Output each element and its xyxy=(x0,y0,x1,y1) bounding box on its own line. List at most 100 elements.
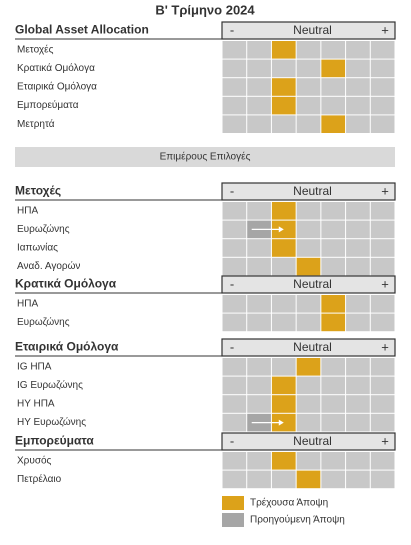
grid-cell xyxy=(247,313,271,332)
grid-cell xyxy=(370,395,395,413)
grid-cell xyxy=(247,376,271,395)
scale-neutral: Neutral xyxy=(293,340,332,354)
scale-header xyxy=(221,275,396,294)
scale-minus: - xyxy=(230,339,234,354)
grid-cell xyxy=(321,413,346,432)
grid-cell xyxy=(296,96,321,115)
grid-cell xyxy=(346,395,370,413)
grid-cell xyxy=(222,41,247,59)
position-cell xyxy=(271,220,296,239)
grid-cell xyxy=(321,470,346,489)
grid-cell xyxy=(296,220,321,239)
grid-cell xyxy=(321,239,346,257)
grid-cell xyxy=(247,257,271,276)
grid-cell xyxy=(370,239,395,257)
grid-cell xyxy=(296,115,321,133)
row-label: Μετοχές xyxy=(17,43,54,55)
grid-cell xyxy=(321,96,346,115)
grid-cell xyxy=(296,313,321,332)
grid-cell xyxy=(247,78,271,96)
position-cell xyxy=(296,358,321,376)
grid-cell xyxy=(346,470,370,489)
scale-header xyxy=(221,182,396,201)
grid-cell xyxy=(370,452,395,470)
grid-cell xyxy=(346,452,370,470)
grid-cell xyxy=(247,239,271,257)
scale-plus: + xyxy=(381,433,389,448)
position-cell xyxy=(271,376,296,395)
subheading: Επιμέρους Επιλογές xyxy=(160,151,251,163)
scale-neutral: Neutral xyxy=(293,434,332,448)
scale-minus: - xyxy=(230,22,234,37)
grid-cell xyxy=(346,41,370,59)
legend-previous: Προηγούμενη Άποψη xyxy=(250,514,345,526)
position-cell xyxy=(321,313,346,332)
scale-plus: + xyxy=(381,22,389,37)
position-cell xyxy=(271,413,296,432)
grid-cell xyxy=(321,395,346,413)
row-label: Κρατικά Ομόλογα xyxy=(17,62,95,74)
scale-minus: - xyxy=(230,276,234,291)
grid-cell xyxy=(346,313,370,332)
grid-cell xyxy=(346,220,370,239)
grid-cell xyxy=(222,115,247,133)
grid-cell xyxy=(321,358,346,376)
grid-cell xyxy=(370,470,395,489)
grid-cell xyxy=(247,452,271,470)
position-cell xyxy=(271,202,296,220)
grid-cell xyxy=(247,358,271,376)
grid-cell xyxy=(222,96,247,115)
grid-cell xyxy=(346,257,370,276)
row-label: Χρυσός xyxy=(17,454,52,466)
grid-cell xyxy=(222,257,247,276)
row-label: Εμπορεύματα xyxy=(17,99,79,111)
grid-cell xyxy=(370,413,395,432)
position-cell xyxy=(296,257,321,276)
position-cell xyxy=(271,41,296,59)
position-cell xyxy=(321,59,346,78)
grid-cell xyxy=(222,470,247,489)
grid-cell xyxy=(346,295,370,313)
grid-cell xyxy=(222,78,247,96)
section-title: Κρατικά Ομόλογα xyxy=(15,277,117,291)
grid-cell xyxy=(296,59,321,78)
grid-cell xyxy=(271,358,296,376)
grid-cell xyxy=(222,239,247,257)
position-cell xyxy=(296,470,321,489)
grid-cell xyxy=(271,295,296,313)
grid-cell xyxy=(296,239,321,257)
arrow-head xyxy=(278,226,284,233)
row-label: IG ΗΠΑ xyxy=(17,361,52,372)
subheading-bar xyxy=(15,147,395,167)
grid-cell xyxy=(296,78,321,96)
grid-cell xyxy=(222,202,247,220)
row-label: Πετρέλαιο xyxy=(17,473,62,485)
grid-cell xyxy=(296,376,321,395)
position-cell xyxy=(271,452,296,470)
legend-current: Τρέχουσα Άποψη xyxy=(250,497,328,509)
section-title: Μετοχές xyxy=(15,184,61,198)
grid-cell xyxy=(370,115,395,133)
grid-cell xyxy=(222,413,247,432)
position-cell xyxy=(321,295,346,313)
grid-cell xyxy=(222,295,247,313)
scale-header xyxy=(221,21,396,40)
grid-cell xyxy=(247,295,271,313)
grid-cell xyxy=(247,395,271,413)
grid-cell xyxy=(370,358,395,376)
grid-cell xyxy=(296,295,321,313)
row-label: HY ΗΠΑ xyxy=(17,399,55,410)
row-label: ΗΠΑ xyxy=(17,205,38,216)
grid-cell xyxy=(247,115,271,133)
grid-cell xyxy=(346,78,370,96)
grid-cell xyxy=(370,295,395,313)
grid-cell xyxy=(346,358,370,376)
grid-cell xyxy=(346,96,370,115)
grid-cell xyxy=(370,257,395,276)
grid-cell xyxy=(247,470,271,489)
grid-cell xyxy=(296,202,321,220)
grid-cell xyxy=(222,220,247,239)
scale-neutral: Neutral xyxy=(293,23,332,37)
grid-cell xyxy=(370,41,395,59)
